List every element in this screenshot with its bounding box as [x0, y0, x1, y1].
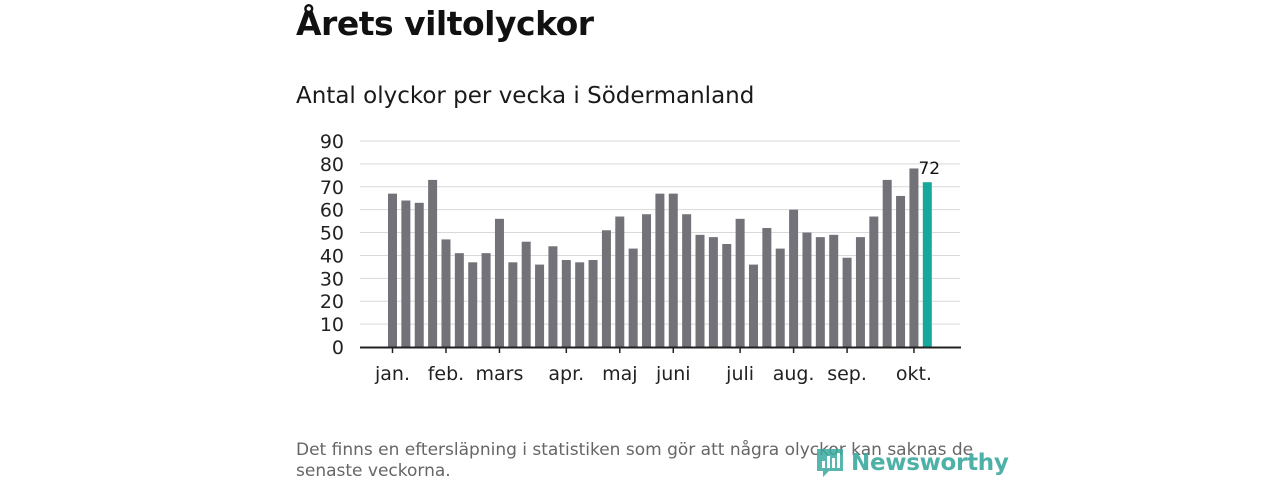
bar	[655, 193, 665, 347]
x-tick-label: feb.	[428, 363, 464, 385]
x-tick-label: jan.	[374, 363, 410, 385]
y-tick-label: 20	[320, 291, 344, 313]
bar	[882, 179, 892, 347]
x-tick-label: juni	[655, 363, 691, 385]
bars: 72	[388, 159, 940, 347]
x-tick-label: apr.	[548, 363, 584, 385]
bar	[909, 168, 919, 347]
bar	[842, 257, 852, 347]
y-tick-label: 40	[320, 245, 344, 267]
bar	[454, 253, 464, 347]
bar	[628, 248, 638, 347]
bar	[494, 218, 504, 347]
bar	[414, 202, 424, 347]
bar	[896, 195, 906, 347]
bar	[735, 218, 745, 347]
newsworthy-logo-icon	[817, 449, 843, 477]
bar	[855, 237, 865, 347]
bar	[802, 232, 812, 347]
y-tick-label: 90	[320, 131, 344, 153]
bar	[815, 237, 825, 347]
bar	[775, 248, 785, 347]
y-tick-label: 30	[320, 268, 344, 290]
y-tick-label: 70	[320, 177, 344, 199]
bar	[695, 234, 705, 347]
bar	[508, 262, 518, 347]
chart-title: Årets viltolyckor	[296, 4, 594, 43]
bar	[708, 237, 718, 347]
bar	[722, 244, 732, 347]
bar	[401, 200, 411, 347]
bar	[601, 230, 611, 347]
bar-highlight	[922, 182, 932, 347]
y-tick-label: 80	[320, 154, 344, 176]
x-tick-label: mars	[476, 363, 524, 385]
bar-value-label: 72	[918, 159, 940, 179]
y-tick-label: 0	[332, 337, 344, 359]
bar	[829, 234, 839, 347]
newsworthy-logo-text: Newsworthy	[851, 450, 1009, 476]
bar	[682, 214, 692, 347]
bar	[388, 193, 397, 347]
bar	[642, 214, 652, 347]
bar	[481, 253, 491, 347]
y-tick-label: 60	[320, 200, 344, 222]
bar	[615, 216, 625, 347]
x-tick-label: juli	[725, 363, 754, 385]
bar	[428, 179, 438, 347]
bar	[588, 260, 598, 347]
bar	[869, 216, 879, 347]
x-tick-label: sep.	[827, 363, 867, 385]
newsworthy-logo: Newsworthy	[815, 447, 1009, 479]
y-tick-label: 50	[320, 223, 344, 245]
bar	[535, 264, 545, 347]
x-tick-label: okt.	[896, 363, 932, 385]
footnote: Det finns en eftersläpning i statistiken…	[296, 440, 974, 481]
y-tick-label: 10	[320, 314, 344, 336]
bar	[521, 241, 531, 347]
bar	[762, 227, 772, 347]
chart-subtitle: Antal olyckor per vecka i Södermanland	[296, 83, 755, 109]
bar	[441, 239, 451, 347]
x-tick-label: maj	[602, 363, 637, 385]
bar	[748, 264, 758, 347]
x-axis: jan. feb. mars apr. maj juni juli aug. sep. okt.	[360, 346, 961, 385]
bar	[575, 262, 585, 347]
bar	[468, 262, 478, 347]
bar	[561, 260, 571, 347]
bar	[789, 209, 799, 347]
bar	[548, 246, 558, 347]
x-tick-label: aug.	[773, 363, 815, 385]
bar	[668, 193, 678, 347]
